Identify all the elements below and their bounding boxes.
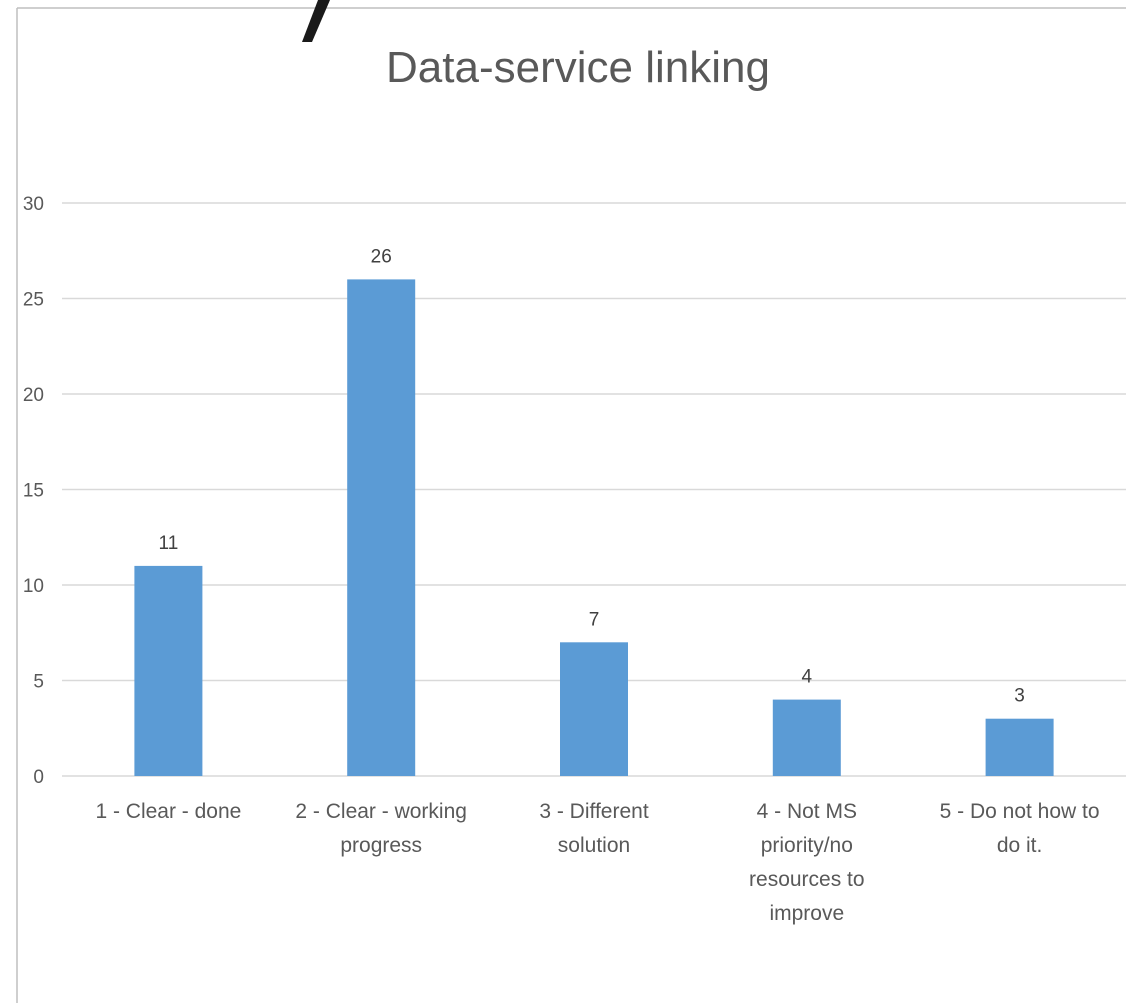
y-tick-label: 15 [23,481,44,502]
bar [772,699,841,776]
data-labels: 11 26 7 4 3 [159,246,1025,706]
data-label: 11 [159,533,179,554]
y-axis-ticks: 0 5 10 15 20 25 30 [23,194,44,788]
x-category-label: improve [769,902,844,925]
bar [347,279,416,776]
x-category-label: 5 - Do not how to [940,800,1100,823]
data-label: 4 [802,667,813,688]
bars [134,279,1054,776]
x-category-label: progress [340,834,422,857]
x-category-label: 1 - Clear - done [95,800,241,823]
data-label: 26 [371,246,392,267]
x-category-label: do it. [997,834,1043,857]
cropped-glyph-fragment [302,0,330,42]
x-category-label: priority/no [761,834,853,857]
y-tick-label: 10 [23,576,44,597]
x-category-label: solution [558,834,630,857]
bar [134,565,203,776]
data-label: 7 [589,609,600,630]
x-category-label: 3 - Different [539,800,648,823]
data-label: 3 [1014,686,1025,707]
y-tick-label: 25 [23,290,44,311]
y-tick-label: 20 [23,385,44,406]
x-category-label: resources to [749,868,865,891]
x-category-label: 4 - Not MS [757,800,857,823]
gridlines [62,202,1126,777]
chart-title: Data-service linking [386,43,770,92]
bar [560,642,628,776]
y-tick-label: 5 [33,672,44,693]
x-category-label: 2 - Clear - working [295,800,467,823]
y-tick-label: 30 [23,194,44,215]
x-axis-categories: 1 - Clear - done 2 - Clear - working progr… [95,800,1099,925]
bar [985,718,1054,776]
y-tick-label: 0 [33,767,44,788]
